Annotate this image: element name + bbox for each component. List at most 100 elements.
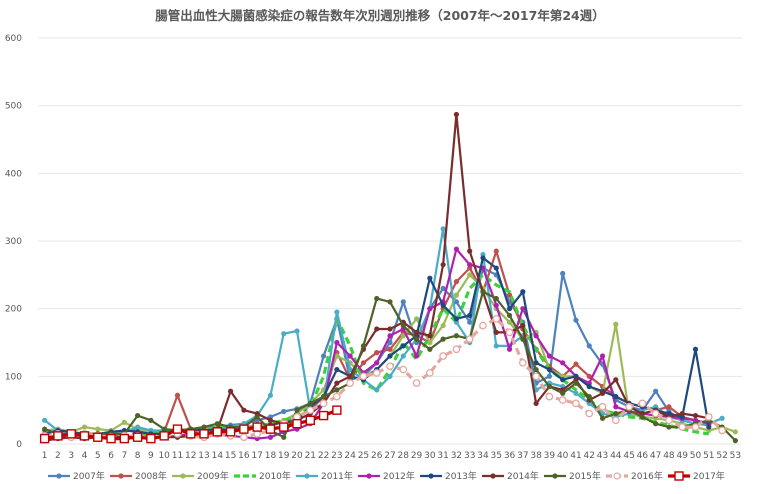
x-tick-label: 34 xyxy=(477,451,489,461)
data-point xyxy=(374,350,380,356)
legend-item: 2010年 xyxy=(234,470,291,482)
data-point xyxy=(292,419,302,429)
x-tick-label: 11 xyxy=(172,451,183,461)
data-point xyxy=(493,265,499,271)
x-tick-label: 25 xyxy=(358,451,369,461)
data-point xyxy=(546,373,552,379)
data-point xyxy=(546,383,552,390)
data-point xyxy=(334,380,340,386)
series-5 xyxy=(42,226,725,439)
data-point xyxy=(106,433,116,444)
data-point xyxy=(42,426,48,432)
data-point xyxy=(467,319,473,325)
legend-label: 2012年 xyxy=(383,470,415,482)
data-point xyxy=(161,426,167,432)
legend-label: 2015年 xyxy=(569,470,601,482)
data-point xyxy=(374,295,380,302)
x-tick-label: 33 xyxy=(464,451,475,461)
x-tick-label: 40 xyxy=(557,451,569,461)
x-tick-label: 4 xyxy=(82,451,88,461)
data-point xyxy=(387,346,393,352)
data-point xyxy=(42,417,48,423)
x-tick-label: 49 xyxy=(676,451,688,461)
x-tick-label: 31 xyxy=(437,451,448,461)
data-point xyxy=(653,421,659,427)
legend-marker xyxy=(552,473,558,479)
data-point xyxy=(598,402,607,411)
data-point xyxy=(186,429,196,439)
data-point xyxy=(334,353,340,359)
data-point xyxy=(560,270,566,277)
legend-label: 2016年 xyxy=(631,470,663,482)
data-point xyxy=(387,353,393,359)
data-point xyxy=(679,410,685,417)
data-point xyxy=(347,353,353,359)
x-tick-label: 19 xyxy=(278,451,290,461)
chart-title: 腸管出血性大腸菌感染症の報告数年次別週別推移（2007年～2017年第24週） xyxy=(155,8,604,23)
data-point xyxy=(453,246,460,252)
data-point xyxy=(146,433,156,444)
x-tick-label: 7 xyxy=(121,451,127,461)
data-point xyxy=(440,302,446,308)
data-point xyxy=(493,302,499,308)
data-point xyxy=(638,399,647,408)
data-point xyxy=(613,321,619,327)
legend-item: 2015年 xyxy=(544,470,601,482)
data-point xyxy=(505,328,514,337)
data-point xyxy=(332,405,342,415)
data-point xyxy=(666,424,672,430)
data-point xyxy=(201,424,207,430)
data-point xyxy=(453,279,460,285)
data-point xyxy=(212,427,223,437)
y-tick-label: 100 xyxy=(5,372,22,382)
data-point xyxy=(533,366,539,373)
data-point xyxy=(453,316,460,322)
data-point xyxy=(252,422,262,432)
data-point xyxy=(704,413,713,421)
legend-item: 2011年 xyxy=(296,470,353,482)
data-point xyxy=(281,434,287,440)
data-point xyxy=(613,377,619,383)
legend-item: 2017年 xyxy=(668,470,725,482)
data-point xyxy=(199,429,209,439)
data-point xyxy=(480,289,486,295)
data-point xyxy=(427,346,433,352)
data-point xyxy=(214,421,220,427)
data-point xyxy=(267,417,274,423)
data-point xyxy=(586,383,592,390)
legend: 2007年 2008年 2009年 2010年 2011年 2012年 2013年 2014年… xyxy=(48,470,725,482)
data-point xyxy=(706,424,712,430)
y-tick-label: 300 xyxy=(5,237,22,247)
data-point xyxy=(359,372,368,381)
x-tick-label: 5 xyxy=(95,451,101,461)
x-tick-label: 2 xyxy=(55,451,61,461)
data-point xyxy=(479,321,487,330)
data-point xyxy=(465,335,474,343)
x-tick-label: 22 xyxy=(318,451,329,461)
data-point xyxy=(532,372,540,381)
data-point xyxy=(53,431,63,441)
x-tick-label: 46 xyxy=(637,451,649,461)
data-point xyxy=(573,361,579,367)
data-point xyxy=(320,353,327,359)
data-point xyxy=(732,429,738,435)
data-point xyxy=(413,336,420,342)
x-tick-label: 1 xyxy=(42,451,48,461)
x-tick-label: 50 xyxy=(690,451,702,461)
legend-label: 2009年 xyxy=(197,470,229,482)
data-point xyxy=(334,309,340,315)
data-point xyxy=(119,433,130,444)
data-point xyxy=(334,339,340,346)
data-point xyxy=(506,319,513,325)
data-point xyxy=(265,424,276,434)
data-point xyxy=(599,353,606,359)
data-point xyxy=(480,255,486,261)
data-point xyxy=(387,373,393,379)
data-point xyxy=(374,387,380,393)
data-point xyxy=(520,306,526,312)
data-point xyxy=(174,392,181,398)
x-tick-label: 36 xyxy=(504,451,516,461)
y-tick-label: 600 xyxy=(5,34,22,44)
legend-marker xyxy=(366,473,372,479)
